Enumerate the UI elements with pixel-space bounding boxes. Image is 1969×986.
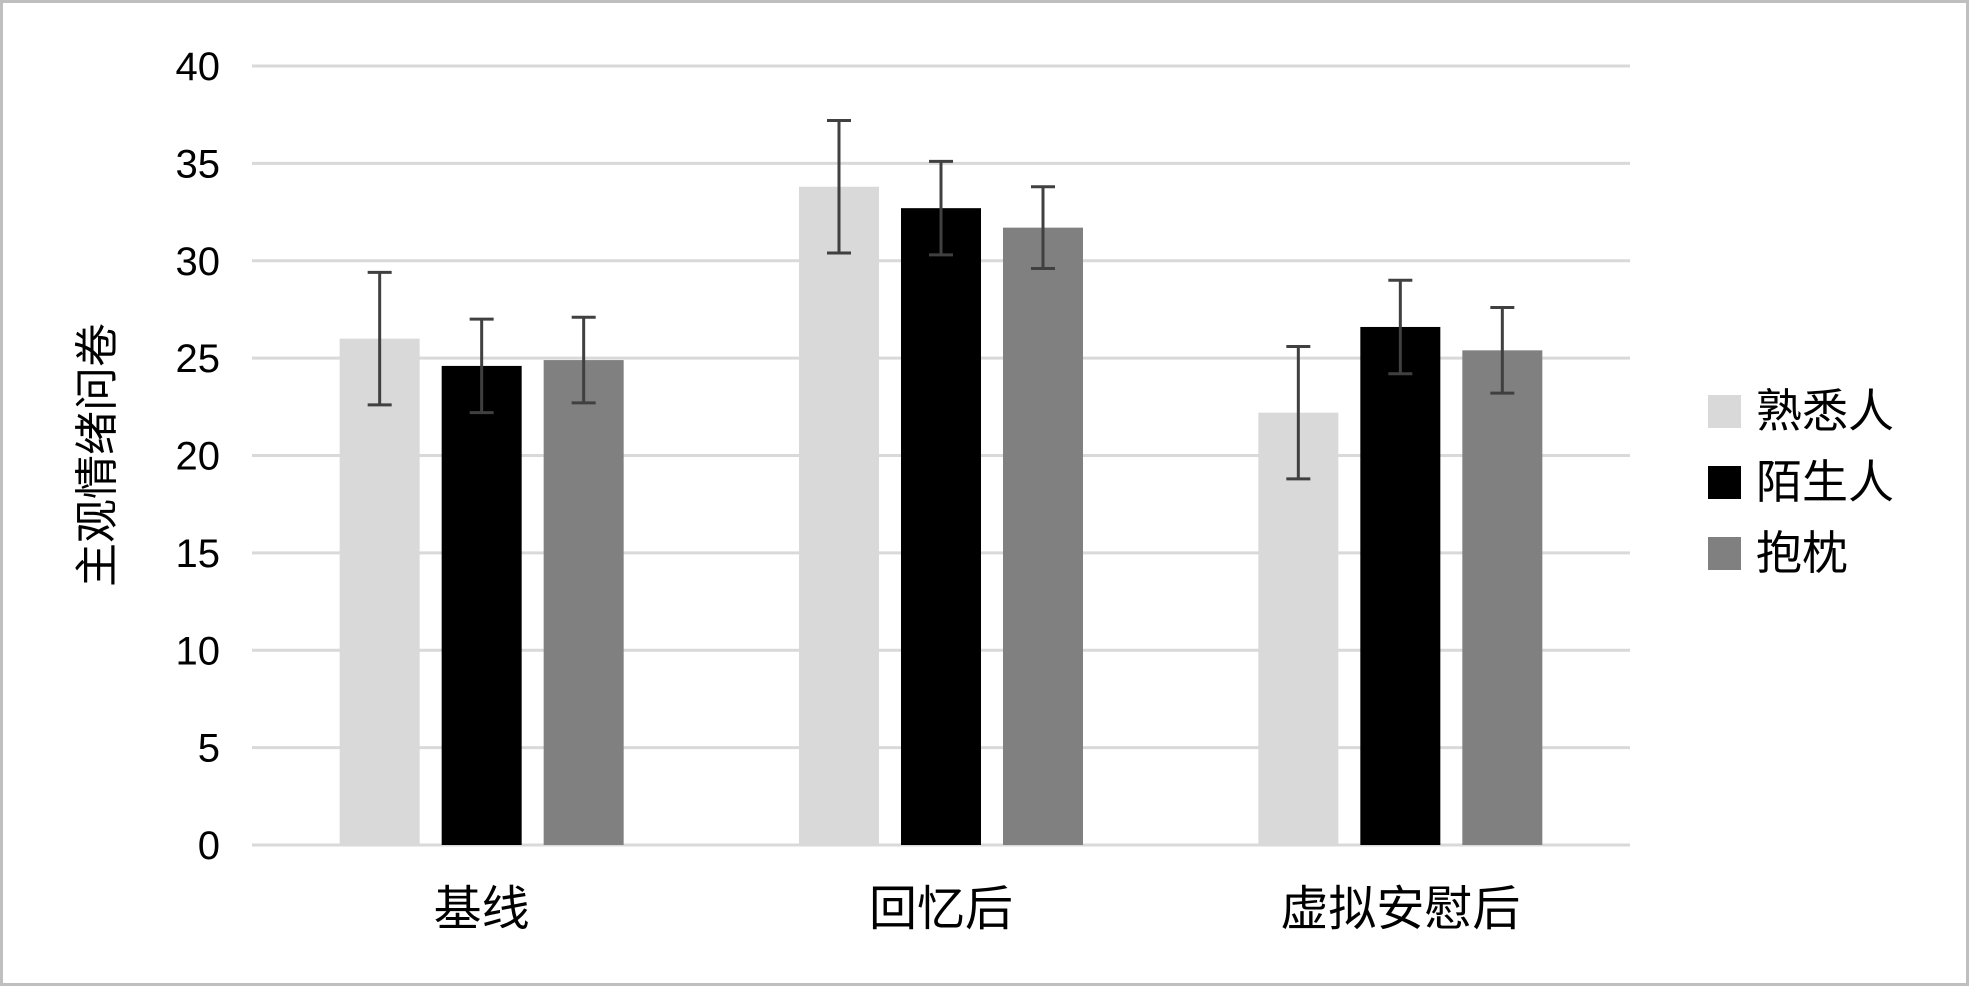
bar bbox=[339, 338, 420, 845]
legend-swatch bbox=[1708, 395, 1741, 428]
y-tick-label: 40 bbox=[176, 45, 221, 89]
y-tick-label: 5 bbox=[198, 727, 220, 771]
legend-label: 陌生人 bbox=[1756, 455, 1894, 509]
y-axis-ticks: 0 5 10 15 20 25 30 35 40 bbox=[176, 45, 221, 868]
y-tick-label: 35 bbox=[176, 142, 221, 186]
bar bbox=[799, 186, 879, 845]
bar bbox=[1462, 350, 1543, 845]
bar bbox=[1258, 412, 1339, 845]
bar bbox=[1360, 326, 1441, 846]
x-axis-categories: 基线 回忆后 虚拟安慰后 bbox=[434, 881, 1521, 937]
legend-swatch bbox=[1708, 466, 1741, 499]
y-tick-label: 10 bbox=[176, 629, 221, 673]
bar bbox=[441, 365, 522, 845]
y-tick-label: 0 bbox=[198, 824, 220, 868]
bar bbox=[1003, 227, 1083, 845]
legend-swatch bbox=[1708, 537, 1741, 570]
y-tick-label: 20 bbox=[176, 435, 221, 479]
x-category-label: 基线 bbox=[434, 881, 530, 937]
y-axis-label: 主观情绪问卷 bbox=[72, 323, 123, 587]
y-tick-label: 25 bbox=[176, 337, 221, 381]
y-tick-label: 15 bbox=[176, 532, 221, 576]
x-category-label: 回忆后 bbox=[869, 881, 1013, 937]
legend-label: 抱枕 bbox=[1756, 526, 1848, 580]
legend-label: 熟悉人 bbox=[1756, 384, 1894, 438]
bars bbox=[339, 186, 1543, 846]
error-bars bbox=[367, 119, 1515, 481]
y-tick-label: 30 bbox=[176, 240, 221, 284]
x-category-label: 虚拟安慰后 bbox=[1280, 881, 1520, 937]
bar bbox=[543, 360, 624, 845]
bar bbox=[901, 208, 981, 846]
